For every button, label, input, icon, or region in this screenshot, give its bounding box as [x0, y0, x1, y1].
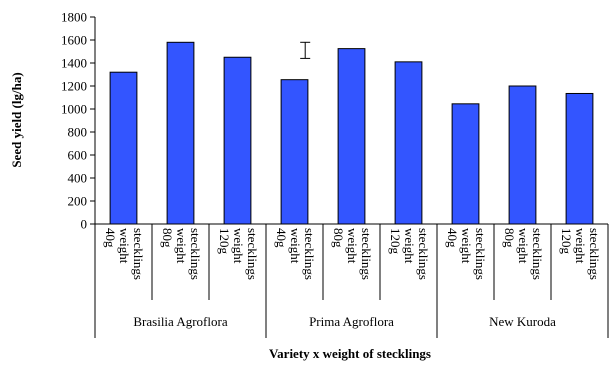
- category-label: weight: [117, 228, 132, 264]
- bar: [280, 79, 309, 225]
- bar: [394, 61, 423, 225]
- bars-layer: [109, 41, 594, 225]
- y-tick-label: 1600: [61, 33, 87, 48]
- category-label: weight: [231, 228, 246, 264]
- category-label: 80g: [160, 228, 175, 248]
- category-label: weight: [516, 228, 531, 264]
- category-label: stecklings: [473, 228, 488, 280]
- category-label: stecklings: [188, 228, 203, 280]
- y-tick-label: 600: [68, 148, 88, 163]
- bar: [223, 56, 252, 225]
- category-label: 40g: [445, 228, 460, 248]
- category-label: stecklings: [530, 228, 545, 280]
- category-label: stecklings: [245, 228, 260, 280]
- y-tick-label: 200: [68, 194, 88, 209]
- x-axis-label: Variety x weight of stecklings: [269, 346, 431, 361]
- bar: [451, 103, 480, 225]
- category-label: stecklings: [416, 228, 431, 280]
- category-label: 120g: [559, 228, 574, 255]
- y-axis-label: Seed yield (lg/ha): [9, 72, 24, 167]
- y-tick-label: 1000: [61, 102, 87, 117]
- category-label: stecklings: [131, 228, 146, 280]
- category-label: weight: [573, 228, 588, 264]
- category-label: weight: [288, 228, 303, 264]
- bar: [337, 48, 366, 225]
- group-label: Brasilia Agroflora: [133, 314, 227, 329]
- category-label: stecklings: [587, 228, 602, 280]
- category-label: 120g: [217, 228, 232, 255]
- bar: [508, 85, 537, 225]
- category-label: stecklings: [302, 228, 317, 280]
- y-tick-label: 1800: [61, 10, 87, 25]
- group-label: New Kuroda: [489, 314, 556, 329]
- group-label: Prima Agroflora: [309, 314, 394, 329]
- bar: [109, 71, 138, 225]
- bar: [565, 92, 594, 225]
- category-label: stecklings: [359, 228, 374, 280]
- category-label: weight: [402, 228, 417, 264]
- y-tick-label: 800: [68, 125, 88, 140]
- category-label: weight: [345, 228, 360, 264]
- category-label: 120g: [388, 228, 403, 255]
- category-label: 40g: [274, 228, 289, 248]
- category-label: 80g: [331, 228, 346, 248]
- y-tick-label: 0: [81, 217, 88, 232]
- category-label: weight: [459, 228, 474, 264]
- category-label: weight: [174, 228, 189, 264]
- category-label: 80g: [502, 228, 517, 248]
- y-tick-label: 400: [68, 171, 88, 186]
- y-tick-label: 1200: [61, 79, 87, 94]
- category-label: 40g: [103, 228, 118, 248]
- y-tick-label: 1400: [61, 56, 87, 71]
- bar: [166, 41, 195, 225]
